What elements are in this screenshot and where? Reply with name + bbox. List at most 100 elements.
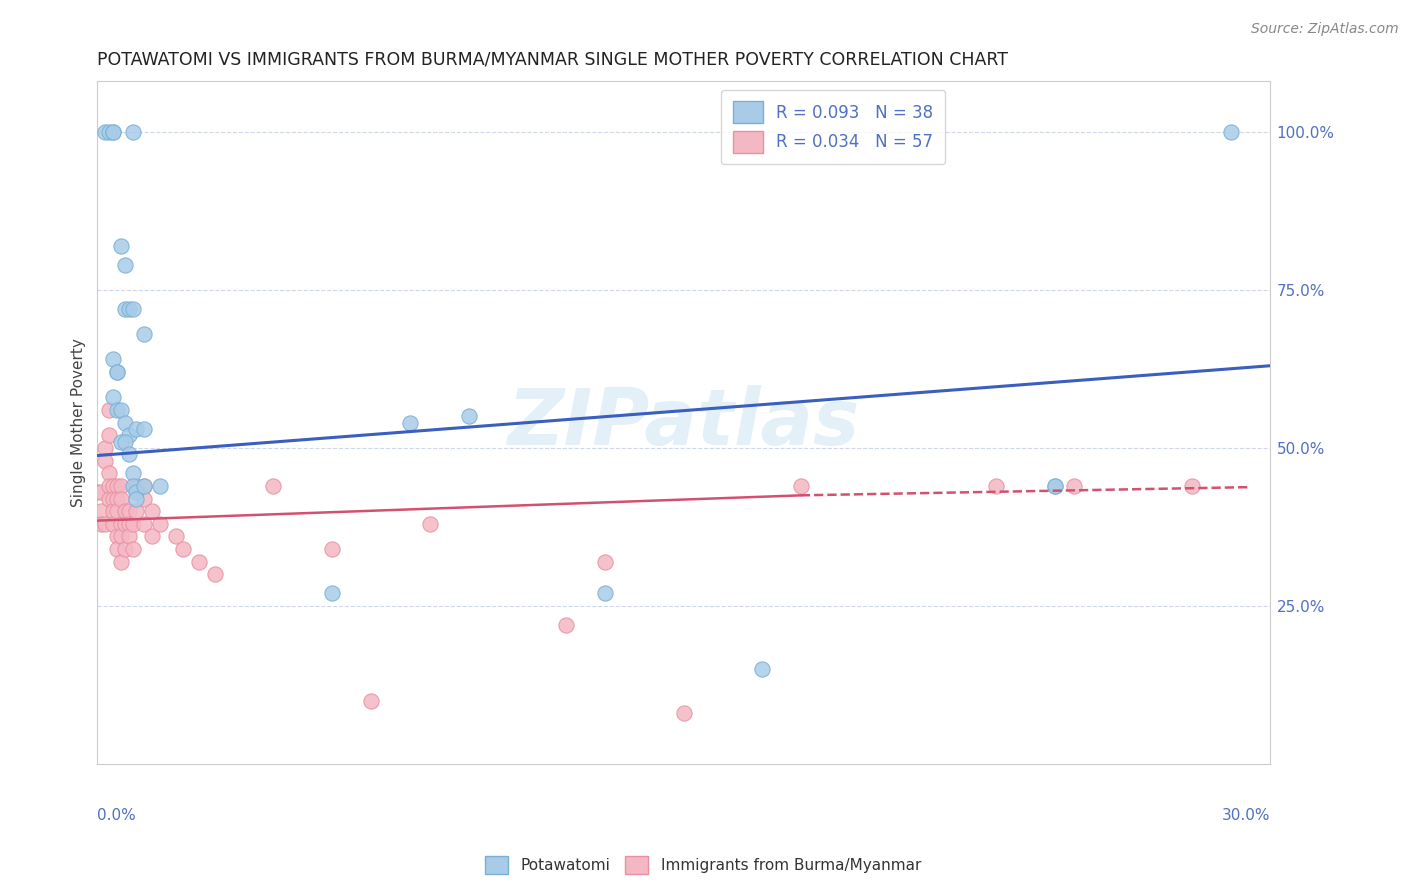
Point <box>595 586 617 600</box>
Point <box>105 365 128 379</box>
Point <box>121 516 143 531</box>
Point <box>321 542 343 557</box>
Point <box>555 618 578 632</box>
Point <box>117 516 139 531</box>
Point <box>101 390 124 404</box>
Point <box>98 403 121 417</box>
Point <box>134 327 156 342</box>
Point <box>134 479 156 493</box>
Point <box>101 491 124 506</box>
Point <box>125 491 148 506</box>
Point <box>117 428 139 442</box>
Point <box>1181 479 1204 493</box>
Point <box>419 516 441 531</box>
Point <box>149 516 172 531</box>
Point <box>360 694 382 708</box>
Point <box>790 479 813 493</box>
Point <box>121 125 143 139</box>
Point <box>1043 479 1066 493</box>
Point <box>110 238 132 252</box>
Point <box>399 416 422 430</box>
Point <box>105 365 128 379</box>
Point <box>110 403 132 417</box>
Text: POTAWATOMI VS IMMIGRANTS FROM BURMA/MYANMAR SINGLE MOTHER POVERTY CORRELATION CH: POTAWATOMI VS IMMIGRANTS FROM BURMA/MYAN… <box>97 51 1008 69</box>
Point <box>751 662 773 676</box>
Point <box>172 542 194 557</box>
Point <box>98 467 121 481</box>
Point <box>110 555 132 569</box>
Text: 0.0%: 0.0% <box>97 808 136 823</box>
Point <box>110 479 132 493</box>
Point <box>134 516 156 531</box>
Point <box>672 706 695 721</box>
Point <box>86 485 108 500</box>
Point <box>125 504 148 518</box>
Point <box>90 516 112 531</box>
Point <box>105 542 128 557</box>
Text: 30.0%: 30.0% <box>1222 808 1270 823</box>
Point <box>321 586 343 600</box>
Legend: Potawatomi, Immigrants from Burma/Myanmar: Potawatomi, Immigrants from Burma/Myanma… <box>479 850 927 880</box>
Point <box>595 555 617 569</box>
Point <box>110 491 132 506</box>
Text: Source: ZipAtlas.com: Source: ZipAtlas.com <box>1251 22 1399 37</box>
Point <box>188 555 211 569</box>
Point <box>98 125 121 139</box>
Point <box>204 567 226 582</box>
Point <box>125 479 148 493</box>
Point <box>457 409 479 424</box>
Point <box>141 529 163 543</box>
Point <box>134 479 156 493</box>
Point <box>117 529 139 543</box>
Point <box>90 504 112 518</box>
Point <box>121 301 143 316</box>
Point <box>105 491 128 506</box>
Point <box>98 491 121 506</box>
Point <box>98 428 121 442</box>
Point <box>101 504 124 518</box>
Point <box>141 504 163 518</box>
Point <box>101 479 124 493</box>
Legend: R = 0.093   N = 38, R = 0.034   N = 57: R = 0.093 N = 38, R = 0.034 N = 57 <box>721 90 945 164</box>
Point <box>121 467 143 481</box>
Point <box>121 479 143 493</box>
Point <box>94 125 117 139</box>
Point <box>114 301 136 316</box>
Point <box>105 529 128 543</box>
Point <box>165 529 187 543</box>
Point <box>117 447 139 461</box>
Point <box>134 491 156 506</box>
Point <box>114 258 136 272</box>
Point <box>101 125 124 139</box>
Point <box>105 504 128 518</box>
Point <box>105 479 128 493</box>
Point <box>114 416 136 430</box>
Point <box>110 516 132 531</box>
Text: ZIPatlas: ZIPatlas <box>508 384 859 460</box>
Point <box>98 479 121 493</box>
Point <box>94 516 117 531</box>
Point <box>262 479 284 493</box>
Point <box>117 504 139 518</box>
Point <box>101 125 124 139</box>
Point <box>125 422 148 436</box>
Point <box>110 434 132 449</box>
Y-axis label: Single Mother Poverty: Single Mother Poverty <box>72 338 86 507</box>
Point <box>1043 479 1066 493</box>
Point <box>1219 125 1241 139</box>
Point <box>114 434 136 449</box>
Point <box>114 542 136 557</box>
Point <box>90 485 112 500</box>
Point <box>1063 479 1085 493</box>
Point <box>105 403 128 417</box>
Point <box>94 453 117 467</box>
Point <box>986 479 1008 493</box>
Point <box>114 516 136 531</box>
Point <box>110 529 132 543</box>
Point <box>149 479 172 493</box>
Point <box>101 352 124 367</box>
Point <box>94 441 117 455</box>
Point <box>121 542 143 557</box>
Point <box>117 301 139 316</box>
Point <box>125 485 148 500</box>
